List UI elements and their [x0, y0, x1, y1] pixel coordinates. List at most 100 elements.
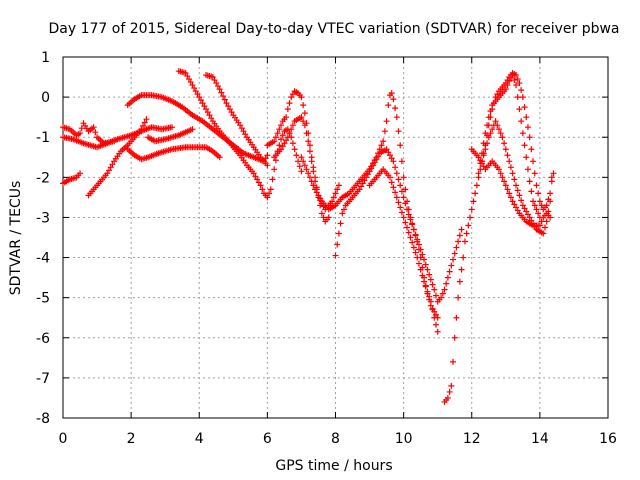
data-point — [516, 192, 523, 199]
data-point — [504, 82, 511, 89]
data-point — [111, 138, 118, 145]
data-point — [511, 201, 518, 208]
y-tick-label: -5 — [36, 291, 50, 307]
y-tick-label: -2 — [36, 170, 50, 186]
data-point — [359, 180, 366, 187]
data-point — [492, 118, 499, 125]
x-axis-label: GPS time / hours — [275, 458, 392, 474]
data-point — [240, 128, 247, 135]
data-point — [330, 194, 337, 201]
data-point — [77, 130, 84, 137]
data-point — [482, 146, 489, 153]
data-point — [400, 194, 407, 201]
data-point — [225, 103, 232, 110]
data-point — [383, 118, 390, 125]
data-point — [278, 122, 284, 129]
data-point — [216, 154, 223, 161]
data-point — [392, 189, 399, 196]
data-point — [523, 114, 530, 121]
data-point — [446, 388, 453, 395]
data-point — [530, 220, 537, 227]
data-point — [385, 149, 392, 156]
data-point — [531, 170, 538, 177]
y-axis: 1 0 -1 -2 -3 -4 -5 -6 -7 -8 — [36, 50, 608, 427]
data-point — [397, 204, 404, 211]
data-point — [475, 170, 482, 177]
data-point — [501, 178, 508, 185]
data-point — [550, 170, 557, 177]
data-point — [191, 85, 198, 92]
data-point — [524, 211, 531, 218]
data-point — [298, 168, 305, 175]
x-tick-label: 6 — [263, 431, 272, 447]
data-point — [509, 72, 516, 79]
data-point — [482, 130, 489, 137]
data-point — [507, 164, 514, 171]
data-point — [218, 89, 225, 96]
data-point — [470, 198, 477, 205]
data-point — [395, 176, 402, 183]
data-point — [524, 166, 531, 173]
data-point — [496, 126, 502, 133]
data-point — [289, 122, 296, 129]
data-point — [398, 158, 405, 165]
data-point — [514, 187, 521, 194]
data-point — [421, 278, 428, 285]
data-point — [446, 268, 453, 275]
data-point — [487, 108, 494, 115]
data-point — [531, 223, 538, 230]
data-point — [478, 158, 485, 165]
data-point — [189, 82, 196, 89]
data-point — [415, 260, 422, 267]
data-point — [419, 272, 426, 279]
data-point — [409, 221, 416, 228]
data-point — [519, 94, 526, 101]
data-point — [369, 162, 376, 169]
data-point — [456, 278, 463, 285]
data-point — [242, 131, 249, 138]
data-point — [310, 168, 317, 175]
data-point — [363, 174, 370, 181]
data-point — [504, 186, 511, 193]
data-point — [417, 246, 424, 253]
data-point — [453, 244, 460, 251]
data-point — [518, 197, 525, 204]
data-point — [468, 206, 475, 213]
data-point — [540, 230, 547, 237]
data-point — [92, 129, 99, 136]
x-tick-label: 12 — [463, 431, 481, 447]
data-point — [288, 126, 295, 133]
data-point — [196, 94, 203, 101]
data-point — [410, 244, 417, 251]
data-point — [289, 91, 296, 98]
data-point — [424, 288, 431, 295]
data-point — [528, 217, 535, 224]
data-point — [184, 73, 191, 80]
data-point — [412, 249, 419, 256]
data-point — [213, 80, 220, 87]
data-point — [404, 206, 411, 213]
data-point — [523, 208, 530, 215]
data-point — [475, 154, 482, 161]
data-point — [513, 182, 520, 189]
y-tick-label: -7 — [36, 371, 50, 387]
data-point — [458, 226, 465, 233]
data-point — [279, 132, 286, 139]
data-point — [521, 205, 528, 212]
x-tick-label: 10 — [395, 431, 413, 447]
data-point — [405, 229, 412, 236]
data-point — [507, 194, 514, 201]
data-point — [300, 102, 307, 109]
data-point — [332, 190, 339, 197]
data-point — [536, 198, 543, 205]
data-point — [301, 110, 308, 117]
data-point — [329, 198, 336, 205]
y-axis-label: SDTVAR / TECUs — [8, 181, 24, 296]
data-point — [538, 218, 545, 225]
data-point — [407, 216, 414, 223]
data-point — [506, 78, 513, 85]
data-point — [453, 314, 460, 321]
data-point — [325, 214, 332, 221]
data-point — [545, 208, 552, 215]
data-point — [295, 158, 302, 165]
